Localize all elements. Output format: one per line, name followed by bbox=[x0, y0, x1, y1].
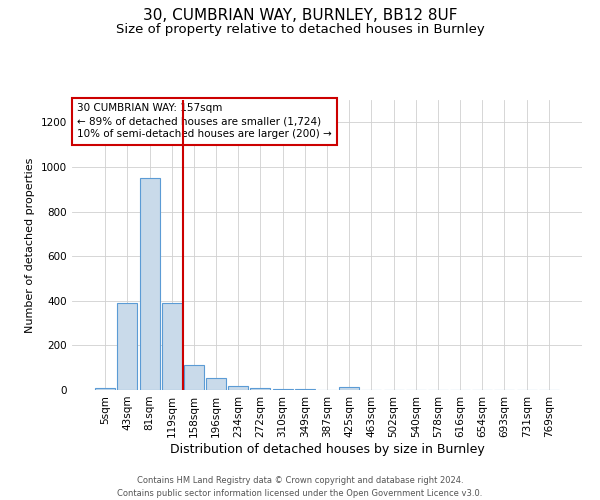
Bar bbox=[295, 389, 315, 390]
Bar bbox=[250, 388, 271, 390]
Y-axis label: Number of detached properties: Number of detached properties bbox=[25, 158, 35, 332]
Bar bbox=[228, 386, 248, 390]
Text: 30, CUMBRIAN WAY, BURNLEY, BB12 8UF: 30, CUMBRIAN WAY, BURNLEY, BB12 8UF bbox=[143, 8, 457, 22]
X-axis label: Distribution of detached houses by size in Burnley: Distribution of detached houses by size … bbox=[170, 442, 484, 456]
Bar bbox=[206, 378, 226, 390]
Text: Contains HM Land Registry data © Crown copyright and database right 2024.
Contai: Contains HM Land Registry data © Crown c… bbox=[118, 476, 482, 498]
Bar bbox=[184, 366, 204, 390]
Bar bbox=[339, 386, 359, 390]
Bar bbox=[272, 389, 293, 390]
Bar bbox=[118, 303, 137, 390]
Bar bbox=[162, 303, 182, 390]
Bar bbox=[140, 178, 160, 390]
Text: Size of property relative to detached houses in Burnley: Size of property relative to detached ho… bbox=[116, 22, 484, 36]
Text: 30 CUMBRIAN WAY: 157sqm
← 89% of detached houses are smaller (1,724)
10% of semi: 30 CUMBRIAN WAY: 157sqm ← 89% of detache… bbox=[77, 103, 332, 140]
Bar bbox=[95, 388, 115, 390]
